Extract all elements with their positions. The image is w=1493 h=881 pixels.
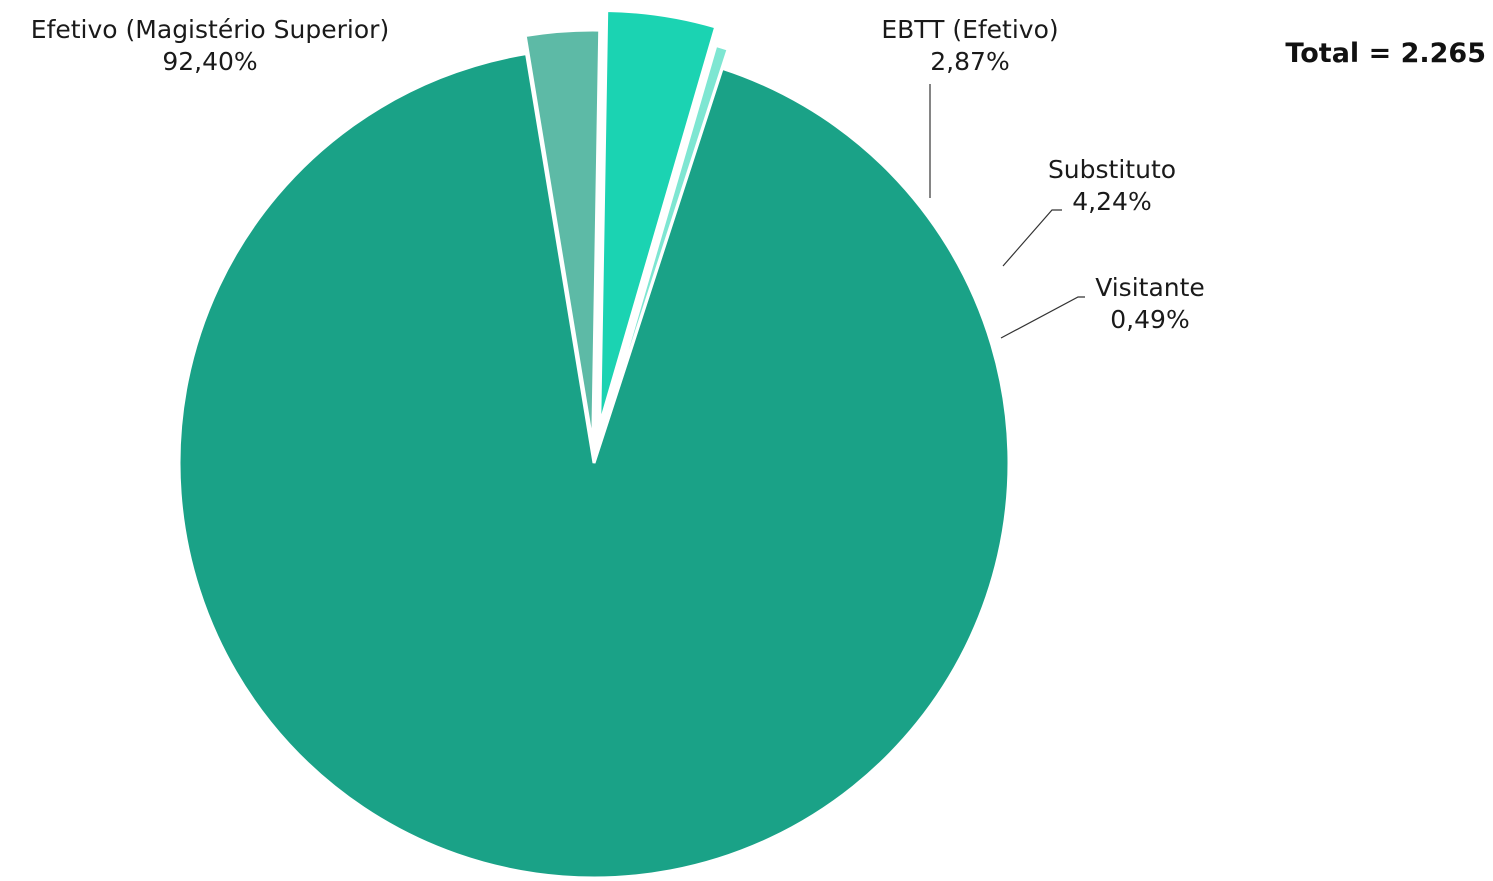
total-label: Total = 2.265	[1285, 38, 1486, 69]
slice-value-label-3: 4,24%	[1072, 187, 1151, 216]
slice-value-label-4: 0,49%	[1110, 305, 1189, 334]
pie-slice-4	[598, 43, 731, 445]
slice-value-label-1: 92,40%	[162, 47, 257, 76]
leader-lines-layer	[929, 84, 1085, 339]
pie-slice-2	[523, 28, 602, 446]
slice-name-label-3: Substituto	[1048, 155, 1176, 184]
leader-line-3	[1002, 209, 1062, 267]
slice-name-label-1: Efetivo (Magistério Superior)	[31, 15, 389, 44]
labels-layer: Efetivo (Magistério Superior) 92,40% EBTT …	[31, 15, 1205, 334]
slice-name-label-4: Visitante	[1095, 273, 1205, 302]
slice-name-label-2: EBTT (Efetivo)	[881, 15, 1058, 44]
slice-value-label-2: 2,87%	[930, 47, 1009, 76]
pie-slice-3	[598, 8, 718, 426]
leader-line-4	[1000, 296, 1085, 339]
slices-layer	[177, 8, 1011, 880]
